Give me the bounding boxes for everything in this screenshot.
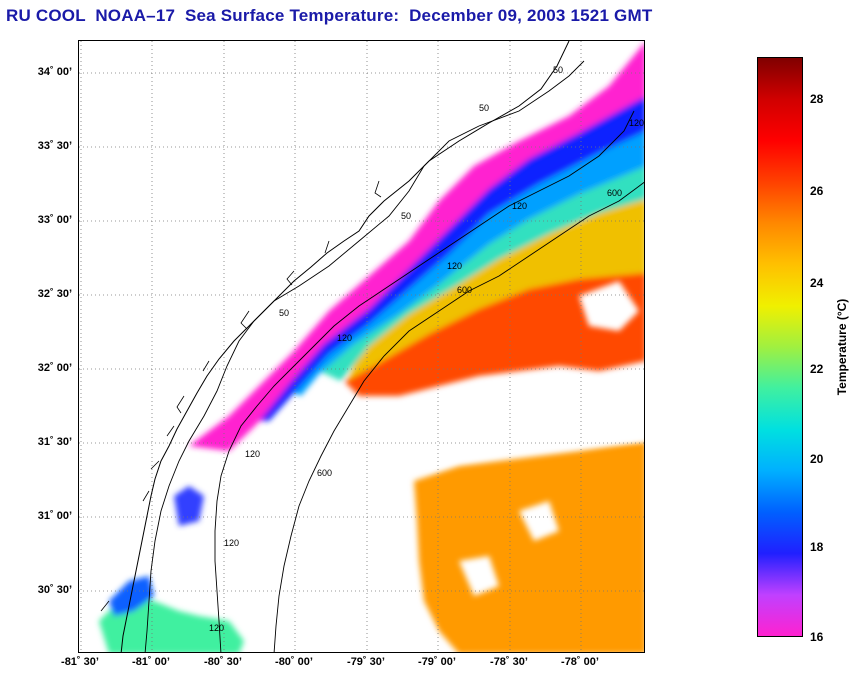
isobath-50 [144, 60, 585, 652]
sst-map-canvas: 50 50 50 50 120 120 120 120 120 120 120 … [79, 41, 644, 652]
lat-label: 34˚ 00’ [37, 66, 72, 78]
isobath-label: 50 [279, 308, 289, 318]
lon-label: -80˚ 00’ [275, 656, 313, 668]
lat-label: 32˚ 00’ [37, 362, 72, 374]
lon-label: -79˚ 30’ [347, 656, 385, 668]
page-title: RU COOL NOAA–17 Sea Surface Temperature:… [6, 6, 653, 25]
lat-label: 32˚ 30’ [37, 288, 72, 300]
sst-map: 50 50 50 50 120 120 120 120 120 120 120 … [78, 40, 645, 653]
southern-warm-patch [414, 441, 644, 652]
isobath-120 [214, 110, 635, 652]
gulf-stream-warm-band [344, 271, 644, 396]
isobath-600 [273, 181, 644, 652]
nearshore-cold-band [189, 43, 644, 451]
lon-label: -80˚ 30’ [204, 656, 242, 668]
cloud-mask [424, 281, 644, 596]
lon-label: -78˚ 30’ [490, 656, 528, 668]
isobath-label: 120 [447, 261, 462, 271]
isobaths [144, 60, 644, 652]
isobath-label: 120 [512, 201, 527, 211]
transition-band [347, 196, 644, 381]
lat-label: 30˚ 30’ [37, 584, 72, 596]
lon-label: -81˚ 00’ [132, 656, 170, 668]
isobath-label: 600 [607, 188, 622, 198]
colorbar-label: Temperature (°C) [835, 298, 849, 396]
lon-label: -81˚ 30’ [61, 656, 99, 668]
colorbar-tick: 24 [810, 276, 824, 290]
inner-shelf-blue-band [254, 97, 644, 421]
isobath-label: 120 [245, 449, 260, 459]
sst-field [99, 43, 644, 652]
isobath-label: 120 [224, 538, 239, 548]
isobath-label: 600 [457, 285, 472, 295]
isobath-label: 120 [209, 623, 224, 633]
isobath-label: 120 [337, 333, 352, 343]
colorbar [757, 57, 803, 637]
mid-shelf-band [319, 161, 644, 381]
coastline-detail [100, 180, 382, 612]
colorbar-tick: 22 [810, 362, 824, 376]
colorbar-tick: 18 [810, 540, 824, 554]
colorbar-tick: 20 [810, 452, 824, 466]
lat-label: 33˚ 00’ [37, 214, 72, 226]
small-cold-blob [174, 486, 204, 526]
isobath-label: 50 [401, 211, 411, 221]
lon-label: -78˚ 00’ [561, 656, 599, 668]
lon-label: -79˚ 00’ [418, 656, 456, 668]
colorbar-tick: 26 [810, 184, 824, 198]
coastline [120, 41, 570, 652]
lat-label: 31˚ 00’ [37, 510, 72, 522]
lat-label: 33˚ 30’ [37, 140, 72, 152]
isobath-label: 50 [479, 103, 489, 113]
isobath-label: 50 [553, 65, 563, 75]
shelf-cyan-band [289, 127, 644, 396]
grid-lines [79, 41, 644, 652]
isobath-label: 600 [317, 468, 332, 478]
colorbar-tick: 16 [810, 630, 824, 644]
colorbar-tick: 28 [810, 92, 824, 106]
lat-label: 31˚ 30’ [37, 436, 72, 448]
isobath-label: 120 [629, 118, 644, 128]
